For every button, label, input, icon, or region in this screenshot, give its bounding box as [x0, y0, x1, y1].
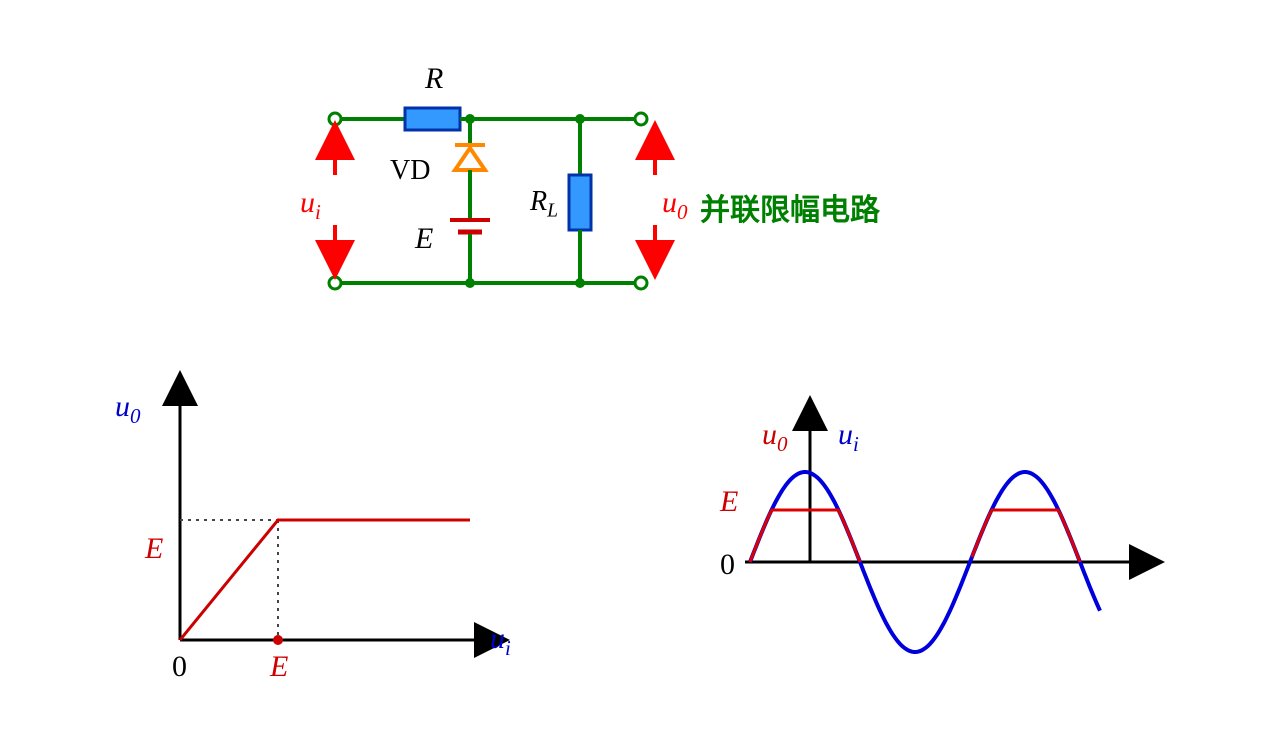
diagram-root: 并联限幅电路 [0, 0, 1275, 752]
label-right-zero: 0 [720, 548, 735, 582]
resistor-R [405, 108, 460, 130]
label-VD: VD [390, 155, 430, 187]
resistor-RL [569, 175, 591, 230]
label-RL: RL [530, 186, 558, 223]
label-ui-circuit: ui [300, 186, 321, 225]
label-right-ui: ui [838, 418, 859, 457]
label-left-Ex: E [270, 650, 288, 684]
diode-VD [455, 145, 485, 170]
circuit [329, 108, 655, 289]
label-left-ui: ui [490, 622, 511, 661]
label-E: E [415, 222, 433, 256]
label-left-Ey: E [145, 532, 163, 566]
waveform-graph [745, 425, 1135, 652]
label-right-u0: u0 [762, 418, 788, 457]
battery-E [450, 220, 490, 232]
terminal-out-bot [635, 277, 647, 289]
circuit-diagram [0, 0, 1275, 752]
label-right-E: E [720, 485, 738, 519]
transfer-graph [180, 400, 480, 645]
terminal-out-top [635, 113, 647, 125]
terminal-in-bot [329, 277, 341, 289]
label-u0-circuit: u0 [662, 186, 688, 225]
label-left-zero: 0 [172, 650, 187, 684]
label-R: R [425, 62, 443, 96]
label-left-u0: u0 [115, 390, 141, 429]
terminal-in-top [329, 113, 341, 125]
